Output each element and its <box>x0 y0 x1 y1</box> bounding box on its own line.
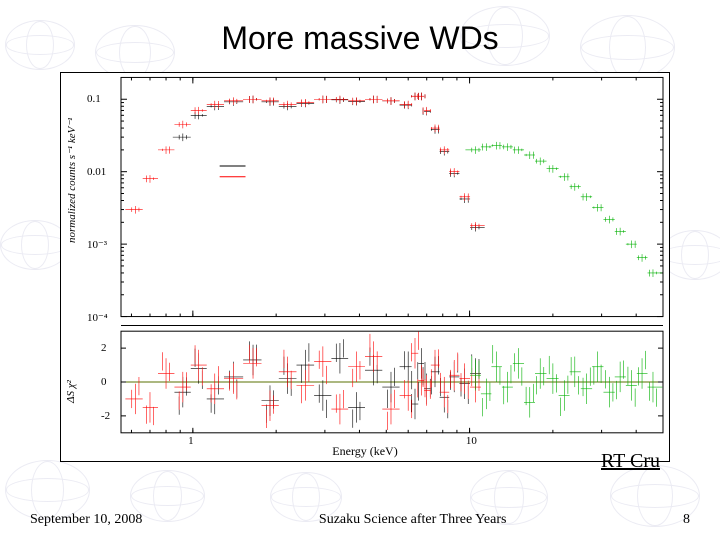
footer-title: Suzaku Science after Three Years <box>319 512 507 528</box>
slide-title: More massive WDs <box>0 20 720 57</box>
spectrum-panel <box>121 77 663 317</box>
y-tick-label-bot: -2 <box>101 410 110 422</box>
spectrum-plot: normalized counts s⁻¹ keV⁻¹ ΔS χ² Energy… <box>60 72 670 462</box>
x-axis-label: Energy (keV) <box>61 444 669 459</box>
footer-date: September 10, 2008 <box>30 512 142 528</box>
x-tick-label: 10 <box>466 435 477 447</box>
y-axis-label-bottom: ΔS χ² <box>65 380 77 403</box>
y-tick-label-top: 0.01 <box>87 166 115 178</box>
y-tick-label-bot: 2 <box>101 342 107 354</box>
y-tick-label-top: 0.1 <box>87 93 115 105</box>
panel-divider <box>121 325 663 326</box>
x-tick-label: 1 <box>188 435 194 447</box>
slide-footer: September 10, 2008 Suzaku Science after … <box>30 512 690 528</box>
y-tick-label-bot: 0 <box>101 376 107 388</box>
object-label: RT Cru <box>601 450 660 473</box>
residual-panel <box>121 331 663 433</box>
y-tick-label-top: 10⁻³ <box>87 238 115 251</box>
footer-page-number: 8 <box>683 512 690 528</box>
y-axis-label-top: normalized counts s⁻¹ keV⁻¹ <box>65 118 78 243</box>
y-tick-label-top: 10⁻⁴ <box>87 311 115 324</box>
